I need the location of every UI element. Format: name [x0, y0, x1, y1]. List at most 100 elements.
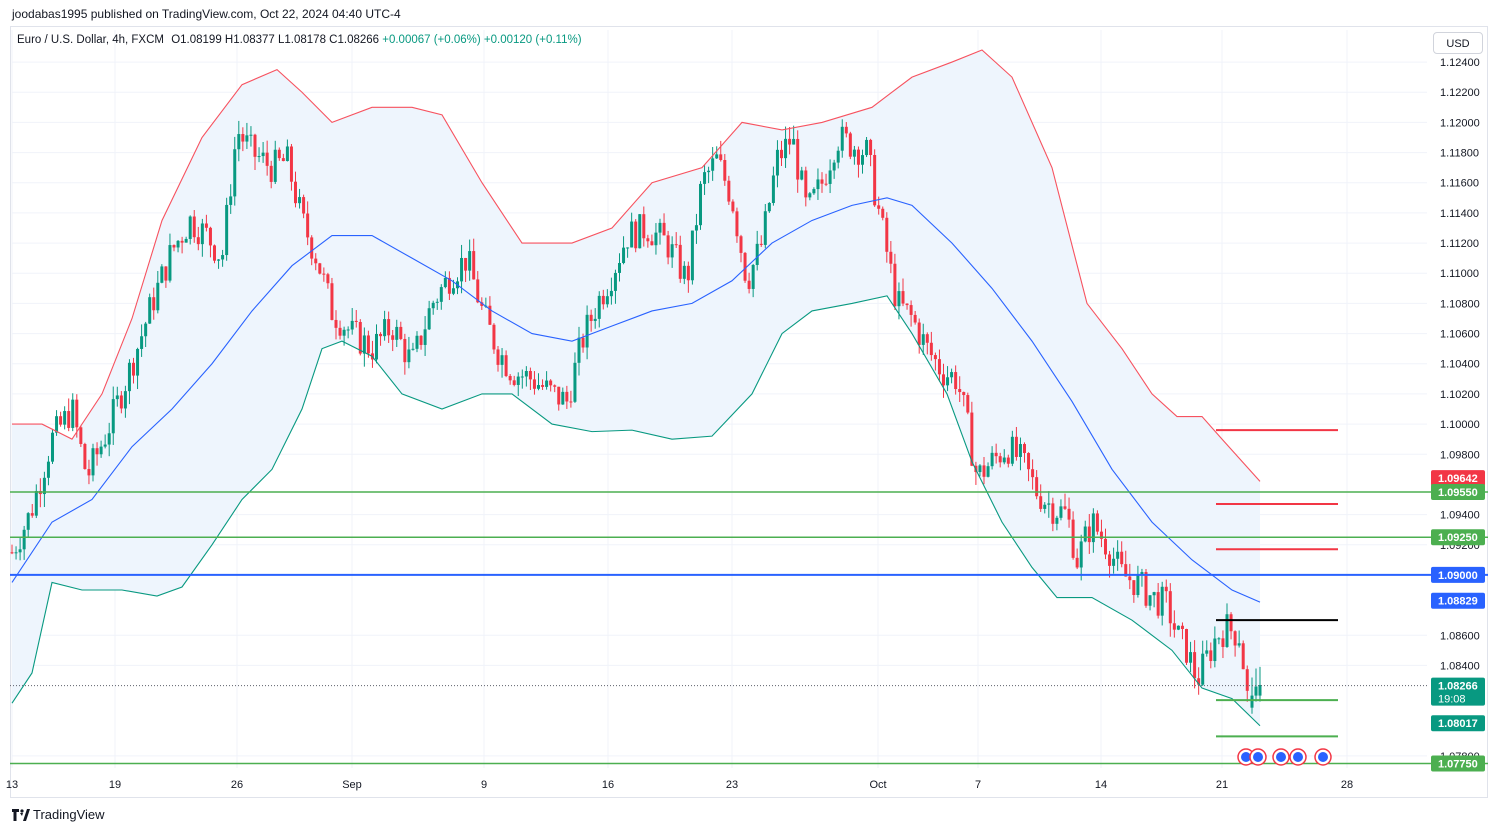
x-tick-label: Sep: [342, 779, 362, 791]
candle-body: [958, 389, 962, 393]
price-tag-label: 1.07750: [1438, 758, 1478, 770]
candle-body: [30, 513, 34, 516]
candle-body: [569, 401, 573, 403]
candle-body: [1152, 592, 1156, 596]
candle-body: [1144, 572, 1148, 606]
candle-body: [893, 263, 897, 307]
candle-body: [929, 342, 933, 356]
candle-body: [703, 172, 707, 184]
candle-body: [334, 319, 338, 328]
event-marker-icon: [1249, 748, 1267, 766]
candle-body: [289, 146, 293, 182]
candle-body: [273, 149, 277, 182]
candle-body: [87, 469, 91, 476]
candle-body: [460, 257, 464, 282]
candle-body: [658, 222, 662, 233]
candle-body: [10, 552, 14, 554]
candle-body: [294, 181, 297, 204]
y-tick-label: 1.10000: [1440, 419, 1480, 431]
bollinger-upper-line: [12, 49, 1261, 482]
candle-body: [379, 333, 383, 337]
candle-body: [836, 150, 840, 163]
candle-body: [1156, 592, 1160, 616]
price-tag: 1.09000: [1431, 566, 1485, 583]
candle-body: [342, 329, 346, 336]
price-tag-label: 1.09000: [1438, 570, 1478, 582]
candle-body: [1124, 564, 1128, 577]
candle-body: [1112, 558, 1116, 566]
candle-body: [464, 257, 468, 271]
candle-body: [399, 326, 403, 339]
candle-body: [1197, 678, 1201, 685]
candle-body: [966, 395, 970, 413]
candle-body: [1209, 650, 1213, 662]
y-tick-label: 1.10800: [1440, 298, 1480, 310]
candle-body: [812, 189, 816, 194]
candle-body: [79, 427, 83, 444]
y-tick-label: 1.10400: [1440, 359, 1480, 371]
candle-body: [1250, 695, 1254, 708]
candle-body: [881, 208, 885, 218]
candle-body: [889, 251, 893, 264]
candle-body: [771, 175, 775, 203]
candle-body: [1229, 614, 1233, 632]
candle-body: [241, 134, 245, 142]
candle-body: [913, 314, 917, 323]
candle-body: [1233, 631, 1237, 646]
candle-body: [480, 302, 484, 306]
candle-body: [42, 477, 46, 495]
candle-body: [998, 456, 1002, 463]
price-tag: 1.09642: [1431, 470, 1485, 487]
candle-body: [577, 337, 581, 363]
candle-body: [589, 314, 593, 321]
candle-body: [326, 274, 330, 284]
currency-button[interactable]: USD: [1433, 32, 1483, 54]
candle-body: [917, 322, 921, 345]
candle-body: [253, 134, 257, 157]
candle-body: [451, 288, 455, 294]
candle-body: [978, 465, 982, 473]
candle-body: [1217, 638, 1221, 640]
candle-body: [585, 314, 589, 348]
candle-body: [310, 237, 314, 259]
candle-body: [168, 245, 172, 281]
candle-body: [127, 362, 131, 392]
close-value: C1.08266: [329, 34, 380, 46]
candle-body: [994, 452, 998, 457]
candle-body: [820, 179, 824, 184]
candle-body: [751, 264, 755, 289]
publisher-text: joodabas1995 published on TradingView.co…: [12, 7, 401, 21]
candle-body: [346, 329, 350, 331]
symbol-name[interactable]: Euro / U.S. Dollar, 4h, FXCM: [17, 34, 164, 46]
candle-body: [832, 162, 836, 171]
candle-body: [885, 217, 889, 252]
x-tick-label: 7: [975, 779, 981, 791]
candle-body: [423, 329, 427, 345]
x-tick-label: 16: [602, 779, 614, 791]
x-axis: 13 19 26 Sep 9 16 23 Oct 7 14 21 28: [6, 779, 1353, 791]
candle-body: [954, 372, 958, 390]
candle-body: [213, 245, 216, 261]
candle-body: [553, 385, 557, 387]
price-tag-label: 1.08017: [1438, 718, 1478, 730]
candle-body: [208, 227, 212, 246]
candle-body: [148, 297, 152, 324]
tradingview-brand[interactable]: TradingView: [33, 807, 105, 823]
candle-body: [808, 193, 812, 198]
candle-body: [804, 170, 808, 198]
candle-body: [1180, 625, 1184, 629]
y-tick-label: 1.09800: [1440, 449, 1480, 461]
candle-body: [1213, 638, 1217, 662]
price-tag-label: 1.09642: [1438, 473, 1478, 485]
candle-body: [322, 273, 326, 275]
candle-body: [1201, 653, 1205, 685]
candle-body: [362, 335, 366, 354]
price-tag-countdown: 19:08: [1438, 694, 1466, 706]
candle-body: [160, 266, 164, 283]
candle-body: [743, 252, 747, 281]
candle-body: [1254, 686, 1258, 696]
candle-body: [314, 258, 318, 264]
candle-body: [549, 380, 553, 386]
y-tick-label: 1.08400: [1440, 660, 1480, 672]
